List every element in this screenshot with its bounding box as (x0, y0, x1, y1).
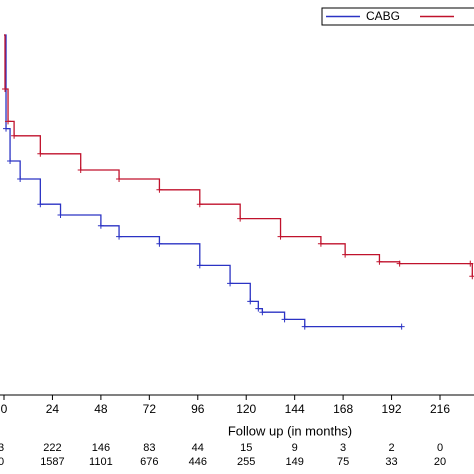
risk-count: 676 (140, 456, 158, 468)
censor-mark (97, 222, 104, 229)
risk-count: 83 (143, 442, 155, 454)
censor-mark (342, 251, 349, 258)
x-tick-label: 0 (1, 402, 8, 416)
risk-count: 9 (292, 442, 298, 454)
x-tick-label: 48 (94, 402, 108, 416)
x-tick-label: 192 (382, 402, 402, 416)
censor-mark (281, 316, 288, 323)
risk-count: 222 (43, 442, 61, 454)
censor-mark (37, 201, 44, 208)
risk-count: 2 (388, 442, 394, 454)
censor-mark (196, 262, 203, 269)
x-tick-label: 120 (236, 402, 256, 416)
censor-mark (469, 273, 474, 280)
x-tick-label: 144 (285, 402, 305, 416)
risk-count: 33 (385, 456, 397, 468)
legend-label: CABG (366, 9, 400, 23)
risk-count: 70 (0, 456, 4, 468)
risk-count: 446 (189, 456, 207, 468)
censor-mark (376, 258, 383, 265)
censor-mark (255, 305, 262, 312)
censor-mark (196, 201, 203, 208)
risk-count: 44 (192, 442, 204, 454)
censor-mark (398, 323, 405, 330)
risk-count: 0 (437, 442, 443, 454)
censor-mark (2, 86, 9, 92)
risk-count: 73 (0, 442, 4, 454)
survival-curve (4, 34, 473, 277)
risk-count: 1101 (89, 456, 113, 468)
risk-count: 3 (340, 442, 346, 454)
censor-mark (11, 132, 18, 139)
censor-mark (77, 167, 84, 173)
risk-count: 149 (285, 456, 303, 468)
censor-mark (5, 118, 12, 125)
censor-mark (116, 233, 123, 240)
survival-curve (4, 34, 402, 328)
censor-mark (116, 176, 123, 182)
censor-mark (7, 158, 14, 164)
censor-mark (156, 186, 163, 193)
risk-count: 15 (240, 442, 252, 454)
censor-mark (3, 125, 10, 132)
censor-mark (17, 176, 24, 182)
x-tick-label: 216 (430, 402, 450, 416)
censor-mark (301, 323, 308, 330)
censor-mark (156, 240, 163, 247)
censor-mark (57, 212, 64, 218)
x-axis-label: Follow up (in months) (228, 423, 352, 438)
legend-box (321, 7, 474, 26)
censor-mark (37, 150, 44, 157)
x-tick-label: 24 (46, 402, 60, 416)
censor-mark (277, 233, 284, 240)
risk-count: 1587 (40, 456, 64, 468)
risk-count: 75 (337, 456, 349, 468)
censor-mark (237, 215, 244, 222)
censor-mark (467, 260, 474, 267)
x-tick-label: 168 (333, 402, 353, 416)
x-tick-label: 96 (191, 402, 205, 416)
risk-count: 20 (434, 456, 446, 468)
x-tick-label: 72 (143, 402, 157, 416)
censor-mark (396, 260, 403, 267)
censor-mark (247, 298, 254, 305)
risk-count: 146 (92, 442, 110, 454)
risk-count: 255 (237, 456, 255, 468)
censor-mark (259, 309, 266, 316)
censor-mark (227, 280, 234, 287)
censor-mark (317, 240, 324, 247)
